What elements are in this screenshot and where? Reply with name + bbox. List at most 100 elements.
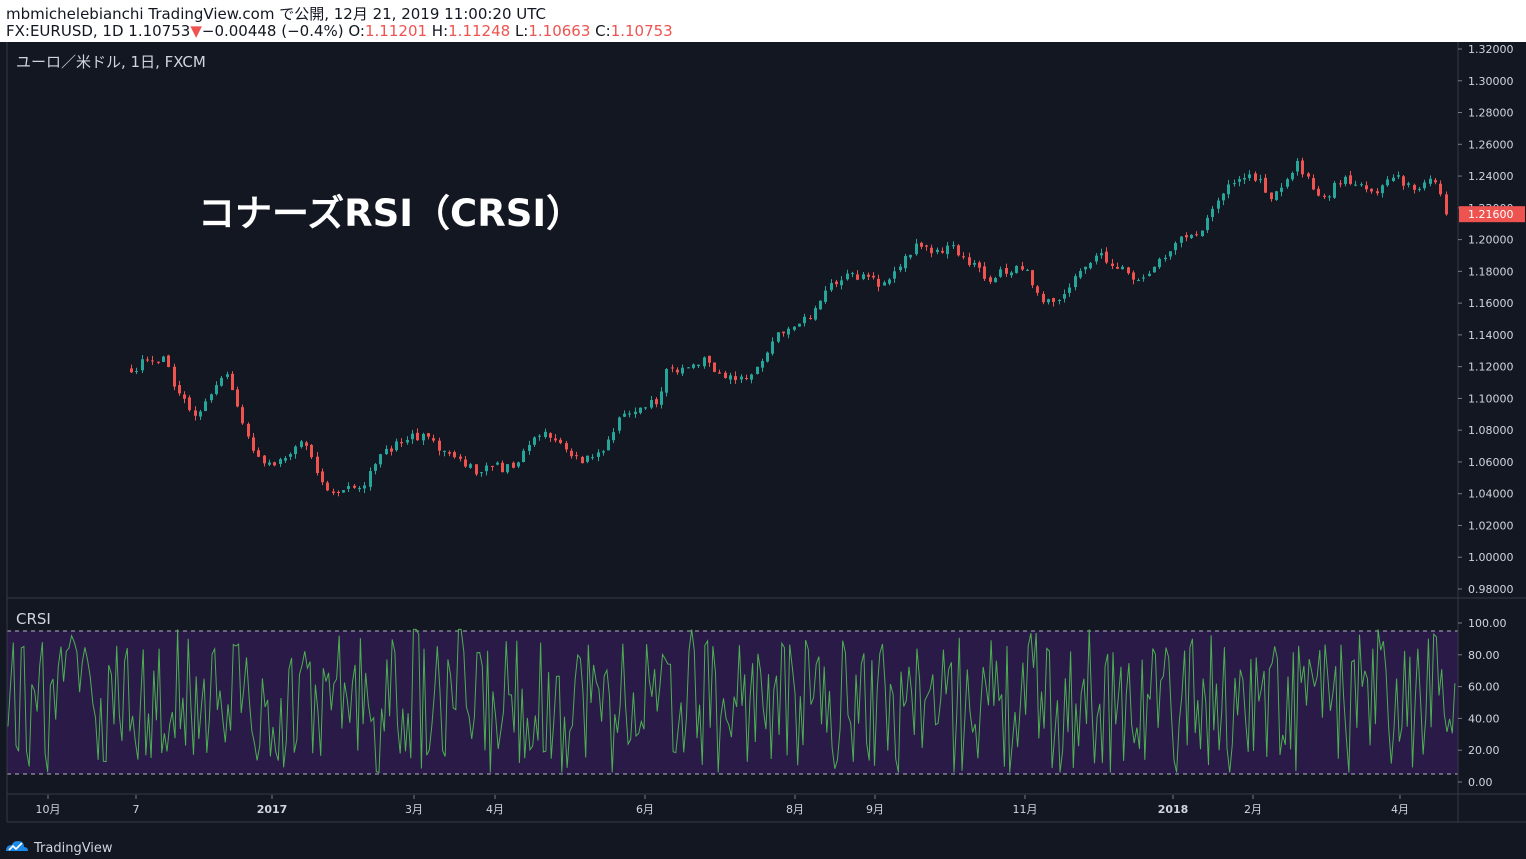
candle-body (978, 262, 981, 268)
last-price-label: 1.21600 (1468, 208, 1514, 221)
candle-body (1365, 185, 1368, 190)
candle-body (920, 242, 923, 247)
candle-body (946, 245, 949, 255)
candle-body (1153, 266, 1156, 273)
candle-body (628, 413, 631, 415)
candle-body (300, 441, 303, 447)
candle-body (1084, 266, 1087, 270)
candle-body (618, 417, 621, 431)
candle-body (623, 413, 626, 417)
price-tick-label: 1.26000 (1468, 138, 1514, 151)
candle-body (1407, 183, 1410, 185)
price-tick-label: 1.12000 (1468, 361, 1514, 374)
chart-canvas[interactable]: 1.320001.300001.280001.260001.240001.220… (0, 42, 1526, 836)
price-tick-label: 1.10000 (1468, 392, 1514, 405)
annotation-title: コナーズRSI（CRSI） (198, 192, 583, 235)
candle-body (814, 308, 817, 320)
candlestick-series[interactable] (130, 157, 1448, 497)
candle-body (273, 462, 276, 466)
candle-body (549, 433, 552, 438)
candle-body (1217, 200, 1220, 209)
tradingview-logo[interactable]: TradingView (0, 836, 140, 858)
candle-body (840, 280, 843, 286)
candle-body (1344, 176, 1347, 184)
candle-body (390, 448, 393, 452)
low-label: L: (510, 22, 529, 40)
candle-body (1291, 173, 1294, 180)
candle-body (1074, 276, 1077, 288)
candle-body (353, 485, 356, 488)
candle-body (406, 440, 409, 443)
candle-body (1190, 234, 1193, 239)
candle-body (824, 290, 827, 302)
candle-body (1296, 160, 1299, 172)
candle-body (687, 367, 690, 369)
candle-body (1185, 235, 1188, 238)
candle-body (809, 318, 812, 320)
candle-body (909, 254, 912, 258)
candle-body (1429, 178, 1432, 184)
candle-body (655, 399, 658, 405)
price-tick-label: 1.18000 (1468, 265, 1514, 278)
candle-body (1434, 180, 1437, 183)
candle-body (347, 486, 350, 489)
time-tick-label: 2017 (257, 803, 288, 816)
candle-body (665, 369, 668, 393)
candle-body (1248, 174, 1251, 179)
candle-body (1164, 257, 1167, 260)
candle-body (506, 464, 509, 473)
close-label: C: (590, 22, 611, 40)
candle-body (1195, 234, 1198, 236)
pane-borders (6, 42, 1526, 823)
candle-body (803, 316, 806, 324)
candle-body (1158, 258, 1161, 268)
time-tick-label: 10月 (36, 803, 61, 816)
price-axis[interactable]: 1.320001.300001.280001.260001.240001.220… (1458, 43, 1525, 596)
candle-body (294, 446, 297, 455)
price-tick-label: 0.98000 (1468, 583, 1514, 596)
ohlc-legend: FX:EURUSD, 1D 1.10753▼−0.00448 (−0.4%) O… (6, 23, 673, 40)
candle-body (1201, 230, 1204, 237)
candle-body (554, 438, 557, 441)
candle-body (766, 352, 769, 362)
time-axis[interactable]: 10月 7 2017 3月 4月 6月 8月 9月 11月 2018 2月 4月 (36, 795, 1410, 816)
candle-body (512, 462, 515, 468)
candle-body (925, 245, 928, 247)
candle-body (1079, 270, 1082, 278)
price-tick-label: 1.32000 (1468, 43, 1514, 56)
candle-body (443, 450, 446, 452)
candle-body (215, 385, 218, 395)
candle-body (374, 464, 377, 471)
candle-body (194, 410, 197, 416)
candle-body (777, 332, 780, 342)
candle-body (602, 451, 605, 453)
candle-body (1397, 175, 1400, 177)
candle-body (1042, 293, 1045, 303)
time-tick-label: 9月 (866, 803, 884, 816)
candle-body (724, 372, 727, 379)
candle-body (395, 441, 398, 451)
crsi-tick-label: 40.00 (1468, 712, 1500, 725)
crsi-axis[interactable]: 100.00 80.00 60.00 40.00 20.00 0.00 (1458, 617, 1507, 789)
candle-body (862, 274, 865, 279)
crsi-series[interactable] (7, 628, 1456, 774)
crsi-tick-label: 80.00 (1468, 649, 1500, 662)
candle-body (438, 440, 441, 451)
candle-body (713, 362, 716, 372)
candle-body (130, 368, 133, 373)
candle-body (1031, 270, 1034, 286)
candle-body (427, 433, 430, 437)
candle-body (369, 471, 372, 487)
candle-body (1254, 173, 1257, 181)
candle-body (989, 277, 992, 282)
candle-body (1286, 179, 1289, 187)
candle-body (1005, 268, 1008, 274)
candle-body (968, 257, 971, 266)
price-tick-label: 1.04000 (1468, 488, 1514, 501)
candle-body (867, 274, 870, 277)
candle-body (644, 407, 647, 409)
candle-body (745, 377, 748, 379)
candle-body (952, 245, 955, 247)
chart-trend-icon (8, 842, 23, 851)
open-label: O: (343, 22, 365, 40)
